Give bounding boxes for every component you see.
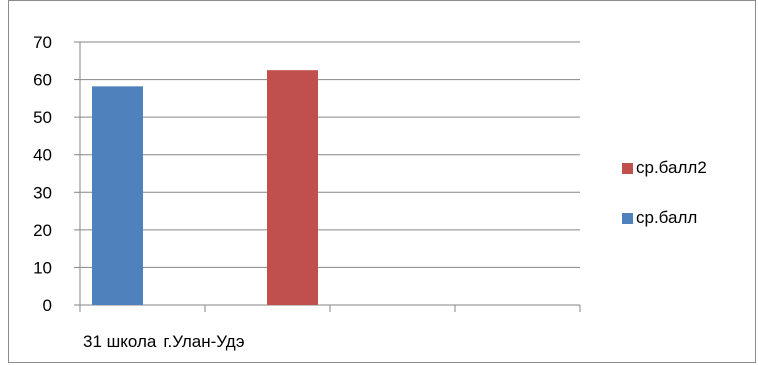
x-category-label: 31 школа <box>83 332 157 351</box>
x-category-label: г.Улан-Удэ <box>163 332 244 351</box>
y-tick-label: 50 <box>33 108 52 127</box>
y-tick-label: 70 <box>33 33 52 52</box>
y-tick-label: 60 <box>33 71 52 90</box>
legend-swatch <box>622 163 633 174</box>
legend-swatch <box>622 213 633 224</box>
y-tick-label: 40 <box>33 146 52 165</box>
y-tick-label: 30 <box>33 183 52 202</box>
y-tick-label: 0 <box>43 296 52 315</box>
y-tick-label: 10 <box>33 258 52 277</box>
y-tick-label: 20 <box>33 221 52 240</box>
legend-label: ср.балл <box>636 208 697 227</box>
bar-ср.балл <box>92 86 143 305</box>
bar-ср.балл2 <box>267 70 318 305</box>
legend-label: ср.балл2 <box>636 158 707 177</box>
